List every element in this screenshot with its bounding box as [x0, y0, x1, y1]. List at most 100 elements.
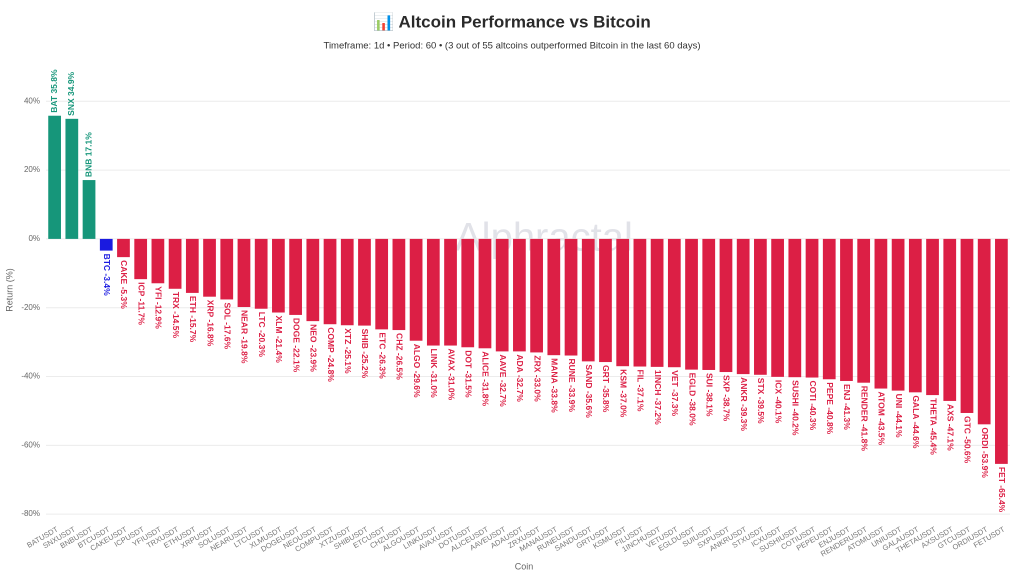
value-label: BAT 35.8% — [49, 69, 59, 113]
bar — [650, 238, 664, 367]
bar — [513, 238, 526, 352]
value-label: ENJ -41.3% — [842, 384, 852, 430]
chart-title: 📊 Altcoin Performance vs Bitcoin — [373, 11, 651, 31]
value-label: ALICE -31.8% — [481, 351, 491, 406]
y-tick-label: 40% — [24, 96, 40, 105]
value-label: VET -37.3% — [670, 370, 680, 416]
value-label: ICX -40.1% — [773, 380, 783, 424]
bar — [616, 238, 630, 367]
value-label: GRT -35.8% — [601, 365, 611, 413]
value-label: FET -65.4% — [997, 467, 1007, 513]
bar — [702, 238, 716, 370]
value-label: XRP -16.8% — [205, 300, 215, 347]
chart-subtitle: Timeframe: 1d • Period: 60 • (3 out of 5… — [324, 41, 701, 52]
bar — [409, 238, 423, 341]
value-label: STX -39.5% — [756, 378, 766, 424]
value-label: TRX -14.5% — [171, 292, 181, 339]
value-label: SXP -38.7% — [722, 375, 732, 422]
value-label: ETH -15.7% — [188, 296, 198, 343]
bar — [857, 238, 871, 383]
bar — [306, 238, 320, 322]
bar — [564, 238, 578, 356]
value-label: COTI -40.3% — [808, 381, 818, 431]
bar — [995, 238, 1008, 464]
value-label: ICP -11.7% — [136, 282, 146, 325]
value-label: BTC -3.4% — [102, 254, 112, 296]
bar — [874, 238, 888, 389]
bar — [908, 238, 922, 393]
y-tick-label: -60% — [21, 440, 40, 449]
bar — [272, 238, 285, 313]
bar — [134, 238, 148, 280]
bar — [754, 238, 767, 375]
bar — [977, 238, 991, 425]
bar — [375, 238, 389, 330]
bar — [254, 238, 268, 309]
value-label: ETC -26.3% — [377, 332, 387, 379]
value-label: YFI -12.9% — [154, 286, 164, 329]
value-label: GALA -44.6% — [911, 395, 921, 449]
bar — [340, 238, 354, 326]
value-label: ATOM -43.5% — [877, 392, 887, 446]
bar — [461, 238, 475, 348]
bar — [891, 238, 905, 391]
bar — [99, 238, 113, 251]
bar — [151, 238, 165, 284]
value-label: GTC -50.6% — [963, 416, 973, 464]
bar — [82, 180, 96, 239]
bar — [685, 238, 698, 370]
y-tick-label: 0% — [28, 234, 40, 243]
value-label: RUNE -33.9% — [567, 359, 577, 413]
value-label: ANKR -39.3% — [739, 377, 749, 431]
value-label: THETA -45.4% — [928, 398, 938, 455]
value-label: EGLD -38.0% — [687, 373, 697, 426]
bar — [581, 238, 595, 362]
bar — [530, 238, 543, 353]
bar — [358, 238, 371, 326]
value-label: FIL -37.1% — [636, 370, 646, 412]
value-label: UNI -44.1% — [894, 394, 904, 438]
bar — [547, 238, 561, 356]
value-label: CAKE -5.3% — [119, 260, 129, 309]
value-label: ALGO -29.6% — [412, 344, 422, 398]
value-label: SOL -17.6% — [223, 302, 233, 349]
value-label: ORDI -53.9% — [980, 427, 990, 478]
bar — [117, 238, 130, 258]
value-label: SAND -35.6% — [584, 364, 594, 418]
value-label: LTC -20.3% — [257, 312, 267, 358]
bar — [220, 238, 234, 300]
bar — [48, 115, 61, 239]
bar — [719, 238, 733, 373]
value-label: ADA -32.7% — [515, 354, 525, 402]
value-label: SUI -38.1% — [705, 373, 715, 417]
bar — [788, 238, 802, 378]
y-tick-label: 20% — [24, 165, 40, 174]
bar — [805, 238, 819, 378]
bar — [392, 238, 406, 331]
bar — [289, 238, 302, 315]
bar — [168, 238, 182, 289]
value-label: CHZ -26.5% — [395, 333, 405, 380]
bar — [840, 238, 853, 381]
value-label: 1INCH -37.2% — [653, 370, 663, 425]
bar — [185, 238, 199, 293]
bar — [495, 238, 509, 352]
value-label: XTZ -25.1% — [343, 328, 353, 374]
y-tick-label: -80% — [21, 509, 40, 518]
bar — [444, 238, 457, 346]
value-label: DOT -31.5% — [464, 350, 474, 398]
value-label: SHIB -25.2% — [360, 329, 370, 379]
bar — [960, 238, 974, 413]
value-label: MANA -33.8% — [550, 358, 560, 413]
value-label: ZRX -33.0% — [532, 355, 542, 402]
bar — [65, 118, 79, 239]
bar — [203, 238, 216, 297]
bar — [599, 238, 612, 363]
value-label: AVAX -31.0% — [446, 349, 456, 401]
y-axis-title: Return (%) — [4, 268, 14, 312]
value-label: SNX 34.9% — [66, 71, 76, 115]
value-label: SUSHI -40.2% — [791, 380, 801, 436]
x-axis-title: Coin — [515, 561, 534, 571]
value-label: AAVE -32.7% — [498, 354, 508, 407]
